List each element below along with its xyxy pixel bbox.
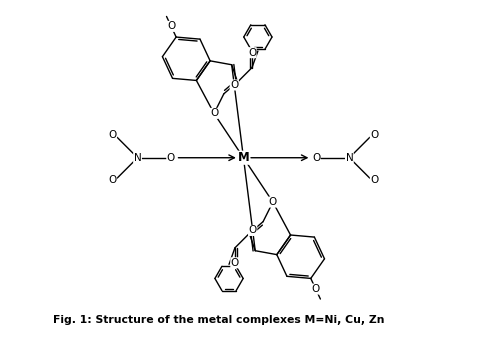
Text: O: O (231, 258, 239, 268)
Text: O: O (210, 108, 218, 118)
Text: O: O (108, 176, 116, 185)
Text: O: O (312, 153, 320, 163)
Text: O: O (312, 284, 320, 294)
Text: O: O (108, 130, 116, 140)
Text: O: O (370, 130, 379, 140)
Text: O: O (167, 153, 175, 163)
Text: N: N (134, 153, 142, 163)
Text: O: O (167, 21, 175, 32)
Text: Fig. 1: Structure of the metal complexes M=Ni, Cu, Zn: Fig. 1: Structure of the metal complexes… (53, 315, 384, 324)
Text: O: O (248, 48, 256, 58)
Text: N: N (345, 153, 353, 163)
Text: O: O (269, 197, 277, 207)
Text: M: M (238, 151, 249, 164)
Text: O: O (370, 176, 379, 185)
Text: O: O (249, 225, 257, 236)
Text: O: O (230, 80, 239, 90)
